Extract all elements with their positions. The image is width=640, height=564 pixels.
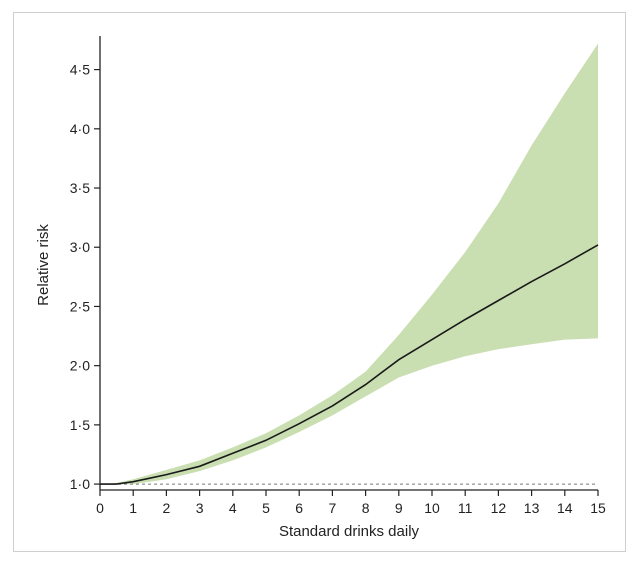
x-tick-label: 14 [557,500,573,516]
y-ticks: 1·0 1·5 2·0 2·5 3·0 3·5 4·0 4·5 [70,62,100,492]
confidence-band [100,43,598,485]
chart-frame [13,12,626,552]
x-tick-label: 3 [196,500,204,516]
x-tick-label: 4 [229,500,237,516]
x-axis-label: Standard drinks daily [279,523,420,540]
x-tick-label: 9 [395,500,403,516]
y-tick-label: 3·0 [70,239,90,255]
y-tick-label: 2·0 [70,358,90,374]
x-tick-label: 2 [163,500,171,516]
x-tick-label: 12 [491,500,507,516]
x-tick-label: 11 [458,500,473,516]
x-tick-label: 8 [362,500,370,516]
y-tick-label: 3·5 [70,180,90,196]
y-tick-label: 4·5 [70,62,90,78]
x-tick-label: 1 [129,500,137,516]
y-tick-label: 1·0 [70,476,90,492]
y-tick-label: 1·5 [70,417,90,433]
y-tick-label: 2·5 [70,298,90,314]
x-tick-label: 15 [590,500,606,516]
x-tick-label: 0 [96,500,104,516]
y-tick-label: 4·0 [70,121,90,137]
x-tick-label: 5 [262,500,270,516]
x-tick-label: 7 [329,500,337,516]
relative-risk-line [100,244,599,485]
x-ticks: 0 1 2 3 4 5 6 7 8 9 10 11 12 13 14 15 [96,490,606,516]
y-axis-label: Relative risk [35,224,52,306]
x-tick-label: 10 [424,500,440,516]
x-tick-label: 6 [295,500,303,516]
x-tick-label: 13 [524,500,540,516]
